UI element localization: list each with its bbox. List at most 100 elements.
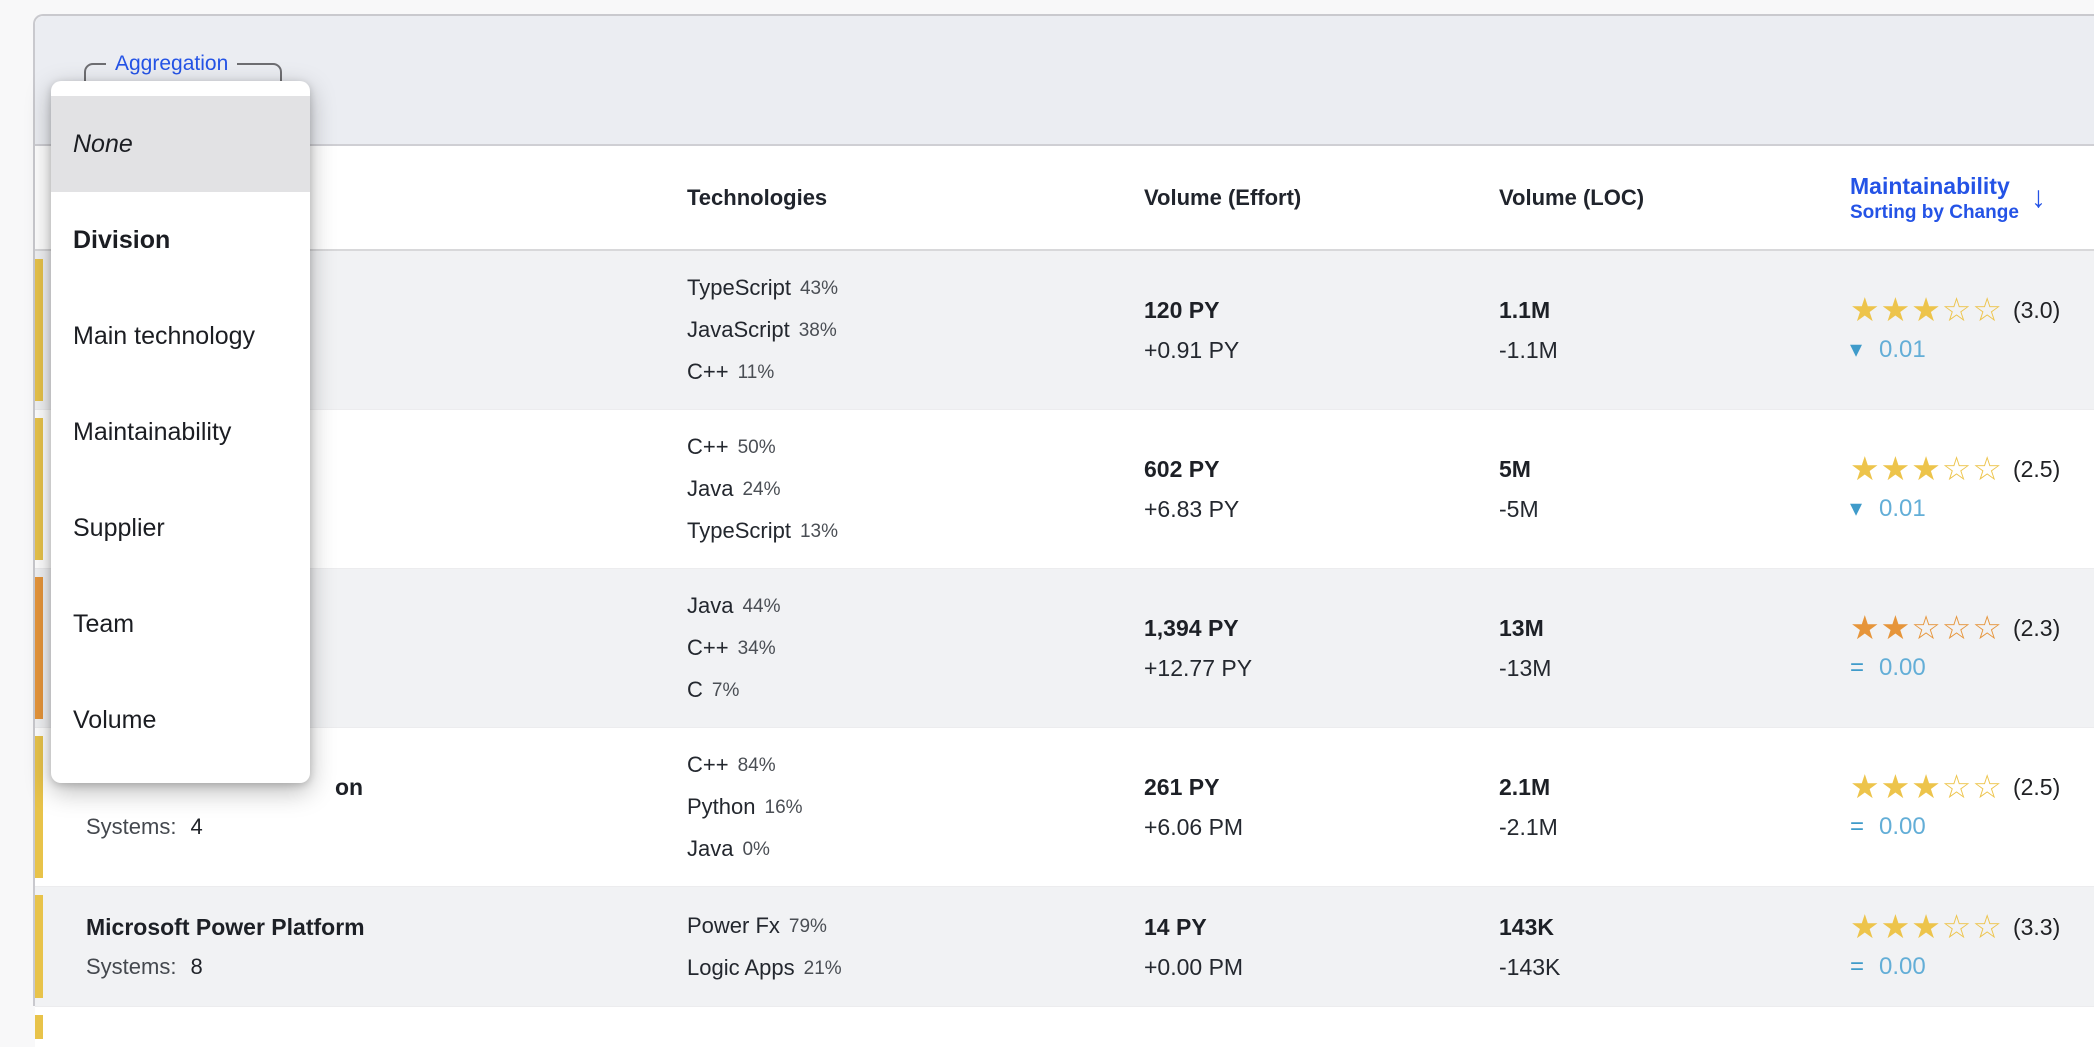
menu-item-label: Main technology <box>73 321 256 350</box>
star-filled-icon: ★ <box>1880 907 1912 945</box>
technology-line: Java 24% <box>687 468 1144 510</box>
effort-value: 602 PY <box>1144 456 1220 482</box>
menu-item-team[interactable]: Team <box>51 576 310 672</box>
table-row[interactable]: on Systems: 4 C++ 84% Python 16% Java 0%… <box>35 728 2094 887</box>
star-outline-icon: ☆ <box>1972 291 2003 328</box>
maintainability-change-value: 0.00 <box>1879 654 1926 681</box>
loc-value: 143K <box>1499 913 1554 940</box>
effort-value: 14 PY <box>1144 913 1207 940</box>
technology-line: C++ 50% <box>687 426 1144 468</box>
menu-item-main-technology[interactable]: Main technology <box>51 288 310 384</box>
table-body: Systems: TypeScript 43% JavaScript 38% C… <box>35 251 2094 1007</box>
menu-item-label: None <box>73 129 133 158</box>
technology-percent: 50% <box>737 437 776 458</box>
star-filled-icon: ★ <box>1880 768 1912 805</box>
table-row-partial[interactable] <box>35 1007 2094 1047</box>
technology-percent: 43% <box>799 278 838 299</box>
risk-bar <box>35 418 43 560</box>
change-down-icon: ▾ <box>1850 336 1863 363</box>
star-rating: ★ ★ ★ ☆ ☆ <box>1850 290 2003 330</box>
rating-value: (3.0) <box>2012 297 2061 323</box>
table-row[interactable]: Systems: C++ 50% Java 24% TypeScript 13%… <box>35 410 2094 569</box>
row-name: Microsoft Power Platform <box>86 913 365 940</box>
technology-line: TypeScript 13% <box>687 510 1144 552</box>
effort-change: +6.83 PY <box>1144 496 1240 522</box>
table-row[interactable]: Microsoft Power Platform Systems: 8 Powe… <box>35 887 2094 1007</box>
loc-value: 2.1M <box>1499 774 1551 800</box>
technology-name: TypeScript <box>687 518 791 543</box>
star-outline-icon: ☆ <box>1911 609 1942 646</box>
technology-name: Logic Apps <box>687 954 795 980</box>
star-outline-icon: ☆ <box>1941 768 1973 805</box>
technology-percent: 79% <box>788 915 827 937</box>
maintainability-change-value: 0.01 <box>1879 495 1926 522</box>
technology-percent: 38% <box>798 320 837 341</box>
systems-count: 4 <box>190 814 203 839</box>
menu-item-maintainability[interactable]: Maintainability <box>51 384 310 480</box>
star-filled-icon: ★ <box>1850 291 1881 328</box>
star-outline-icon: ☆ <box>1972 907 2003 945</box>
loc-change: -143K <box>1499 953 1561 980</box>
technology-percent: 84% <box>737 755 776 776</box>
risk-bar <box>35 895 43 998</box>
star-outline-icon: ☆ <box>1941 291 1973 328</box>
technology-name: Java <box>687 836 734 861</box>
table-toolbar: Aggregation Division <box>35 16 2094 146</box>
risk-bar <box>35 259 43 401</box>
change-equal-icon: = <box>1850 654 1865 681</box>
menu-item-volume[interactable]: Volume <box>51 672 310 768</box>
row-systems: Systems: 4 <box>86 807 687 847</box>
table-row[interactable]: Systems: TypeScript 43% JavaScript 38% C… <box>35 251 2094 410</box>
header-volume-effort[interactable]: Volume (Effort) <box>1144 184 1302 210</box>
systems-count: 8 <box>190 953 203 979</box>
menu-item-supplier[interactable]: Supplier <box>51 480 310 576</box>
star-filled-icon: ★ <box>1880 450 1912 487</box>
change-down-icon: ▾ <box>1850 495 1863 522</box>
portfolio-card: Aggregation Division Technologies Volume… <box>33 14 2094 1047</box>
header-maintainability[interactable]: Maintainability Sorting by Change ↓ <box>1850 171 2090 225</box>
technology-line: JavaScript 38% <box>687 309 1144 351</box>
rating-value: (2.5) <box>2012 456 2061 482</box>
maintainability-change-value: 0.00 <box>1879 952 1926 980</box>
sort-descending-icon: ↓ <box>2030 180 2046 214</box>
star-filled-icon: ★ <box>1911 450 1942 487</box>
star-outline-icon: ☆ <box>1941 450 1973 487</box>
row-systems: Systems: 8 <box>86 947 687 987</box>
loc-value: 13M <box>1499 615 1544 641</box>
menu-item-label: Division <box>73 225 171 254</box>
menu-item-division[interactable]: Division <box>51 192 310 288</box>
technology-percent: 44% <box>742 596 781 617</box>
table-row[interactable]: Systems: Java 44% C++ 34% C 7% 1,394 PY … <box>35 569 2094 728</box>
technology-percent: 24% <box>742 479 781 500</box>
technology-name: C <box>687 677 703 702</box>
aggregation-label: Aggregation <box>115 52 229 75</box>
star-outline-icon: ☆ <box>1941 907 1973 945</box>
change-equal-icon: = <box>1850 952 1865 980</box>
technology-percent: 7% <box>711 680 740 701</box>
header-technologies[interactable]: Technologies <box>687 184 828 210</box>
technology-line: C++ 34% <box>687 627 1144 669</box>
star-outline-icon: ☆ <box>1972 450 2003 487</box>
risk-bar <box>35 736 43 878</box>
menu-item-none[interactable]: None <box>51 96 310 192</box>
header-volume-loc[interactable]: Volume (LOC) <box>1499 184 1645 210</box>
technology-name: Java <box>687 593 734 618</box>
loc-change: -1.1M <box>1499 337 1558 363</box>
technology-line: Logic Apps 21% <box>687 947 1144 989</box>
loc-change: -2.1M <box>1499 814 1558 840</box>
star-filled-icon: ★ <box>1850 907 1881 945</box>
risk-bar <box>35 1015 43 1039</box>
menu-item-label: Maintainability <box>73 417 232 446</box>
aggregation-dropdown-menu: None Division Main technology Maintainab… <box>51 81 310 783</box>
technology-percent: 21% <box>803 957 842 979</box>
effort-value: 261 PY <box>1144 774 1220 800</box>
technology-percent: 13% <box>799 521 838 542</box>
rating-value: (2.5) <box>2012 774 2061 800</box>
star-rating: ★ ★ ★ ☆ ☆ <box>1850 449 2003 489</box>
technology-name: TypeScript <box>687 275 791 300</box>
effort-value: 1,394 PY <box>1144 615 1239 641</box>
change-equal-icon: = <box>1850 813 1865 840</box>
technology-name: C++ <box>687 752 729 777</box>
technology-name: Java <box>687 476 734 501</box>
technology-percent: 16% <box>764 797 803 818</box>
